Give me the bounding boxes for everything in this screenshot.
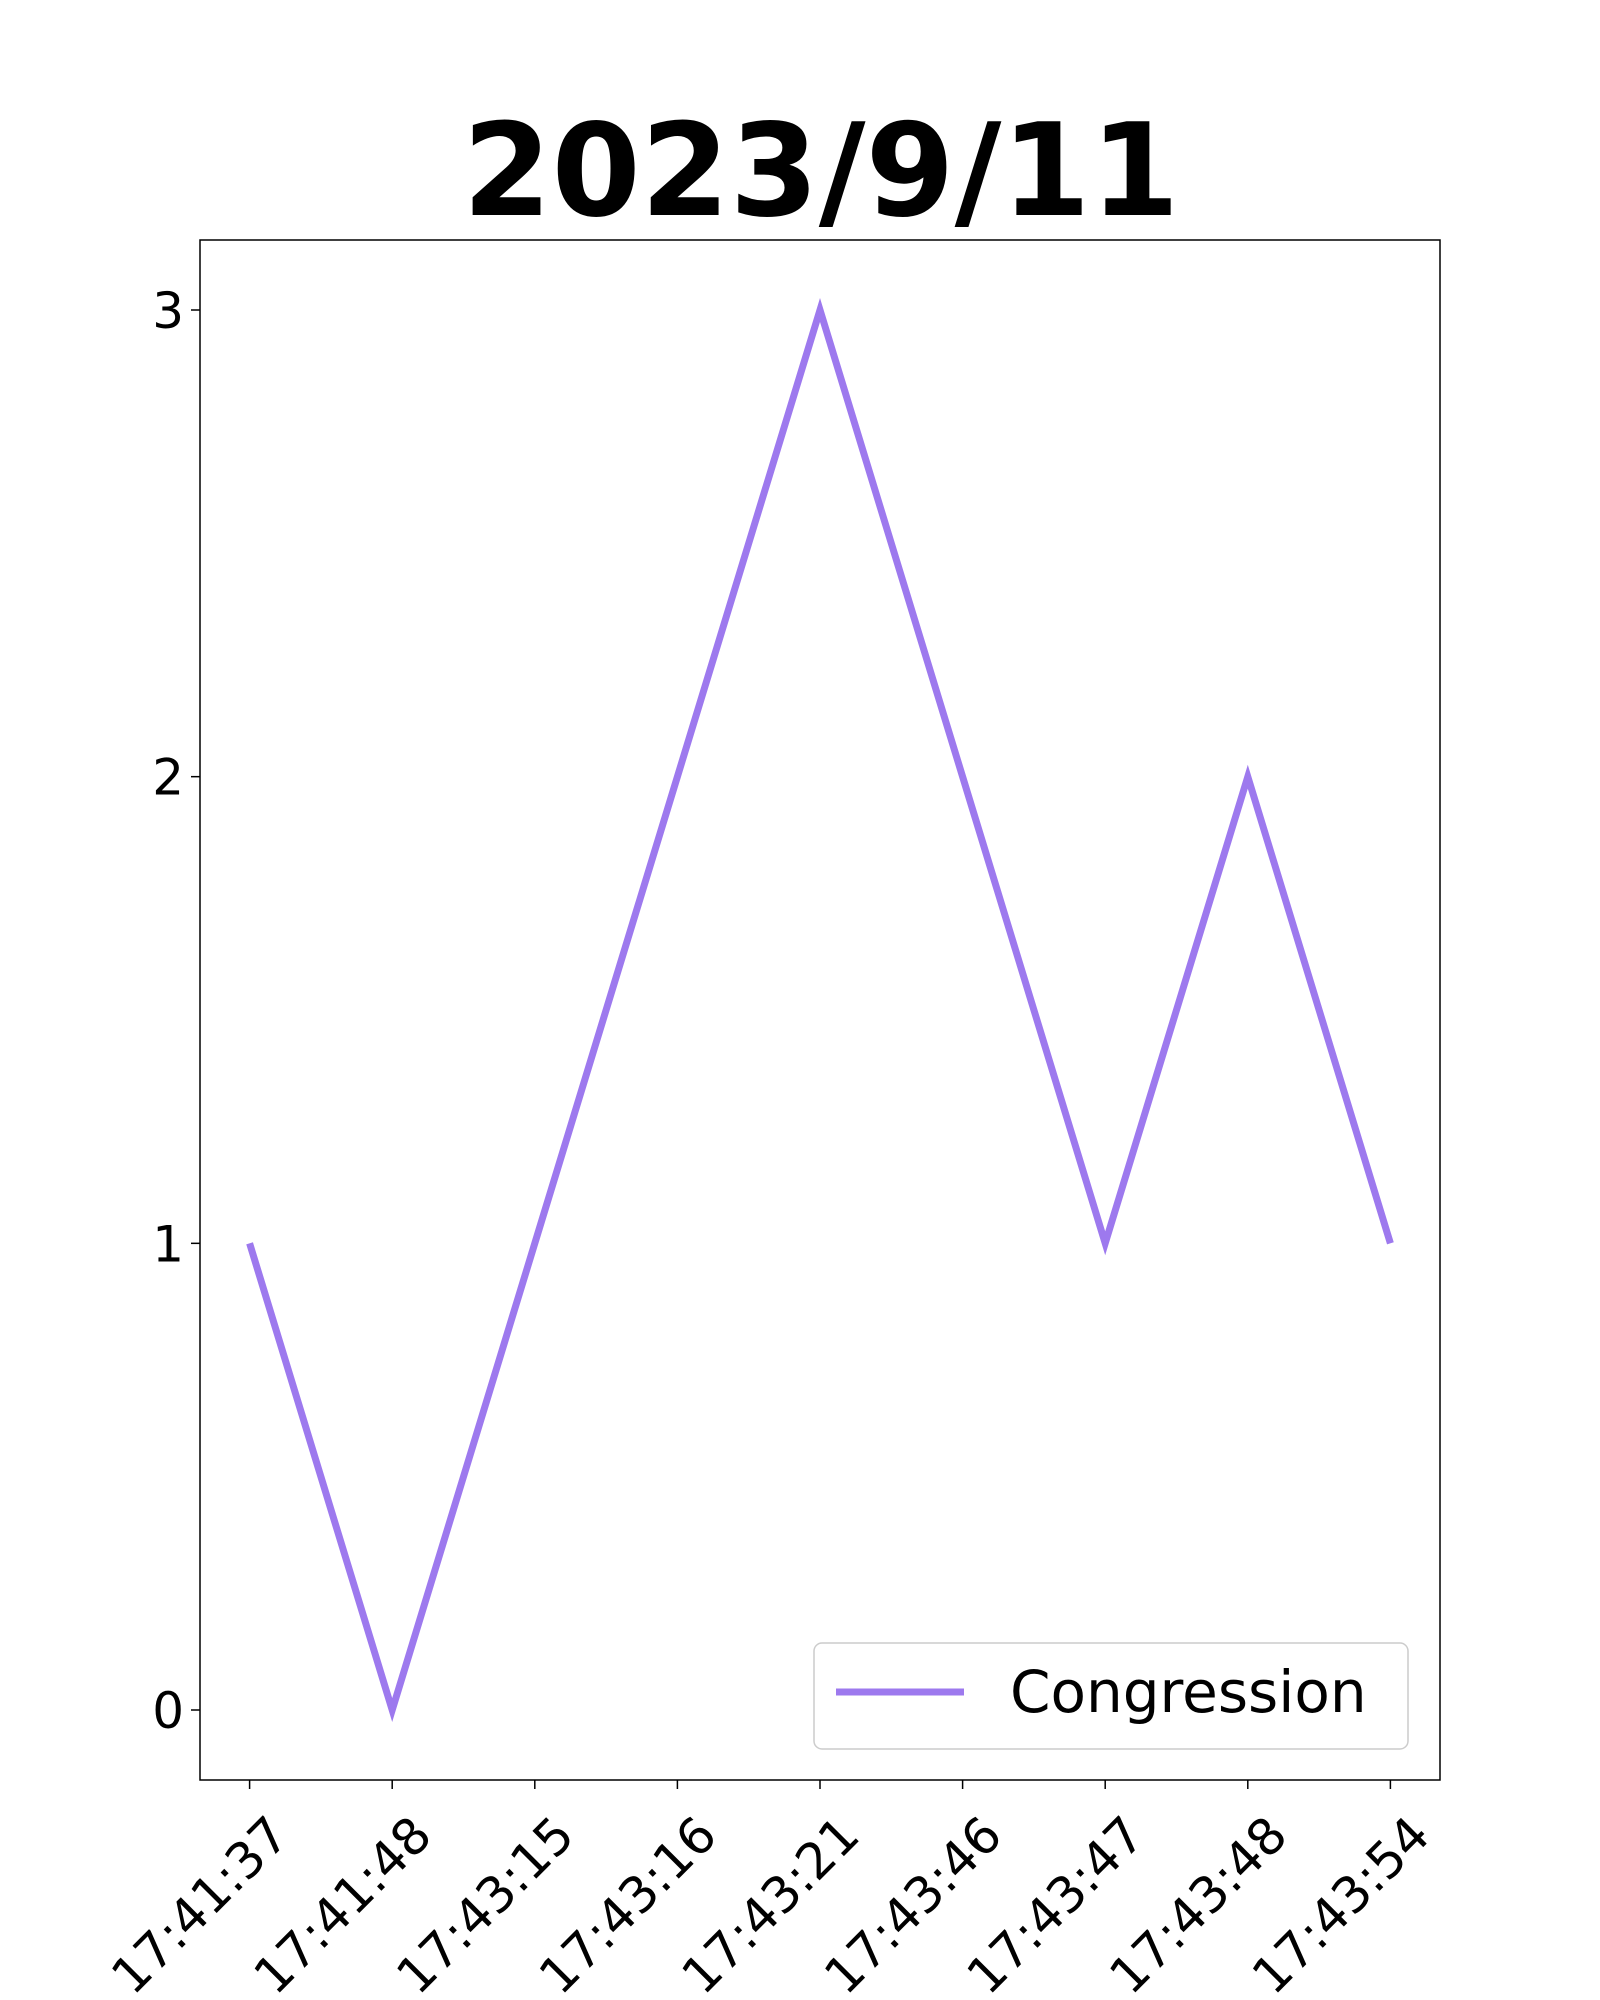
y-tick-label: 1 xyxy=(152,1215,184,1273)
legend: Congression xyxy=(813,1642,1409,1750)
chart-title: 2023/9/11 xyxy=(463,97,1180,246)
plot-area xyxy=(199,239,1441,1781)
series-line xyxy=(246,298,1394,1722)
y-tick-label: 2 xyxy=(152,749,184,807)
y-axis: 0 1 2 3 xyxy=(152,282,200,1740)
x-axis: 17:41:3717:41:4817:43:1517:43:1617:43:21… xyxy=(100,1780,1441,2000)
y-tick-label: 0 xyxy=(152,1682,184,1740)
legend-label: Congression xyxy=(1010,1658,1367,1726)
y-tick-label: 3 xyxy=(152,282,184,340)
series-layer xyxy=(246,298,1394,1722)
legend-box xyxy=(813,1642,1409,1750)
